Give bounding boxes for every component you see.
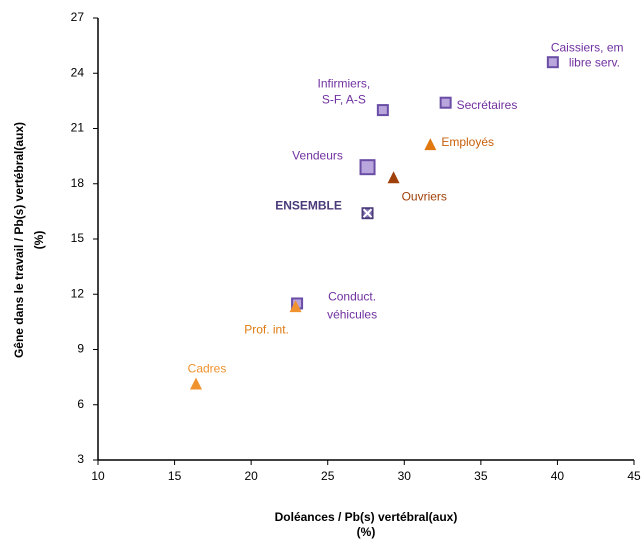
x-tick-label: 35 [474, 469, 488, 483]
point-label: Prof. int. [244, 322, 289, 336]
x-tick-label: 20 [244, 469, 258, 483]
marker [376, 104, 389, 117]
x-tick-label: 45 [627, 469, 641, 483]
y-tick-label: 3 [77, 452, 84, 466]
marker [190, 377, 203, 390]
marker-cross [362, 208, 373, 218]
point-label: Ouvriers [402, 189, 447, 203]
x-axis-title: (%) [357, 525, 376, 539]
y-tick-label: 15 [71, 231, 85, 245]
point-label: Infirmiers, [318, 76, 371, 90]
y-tick-label: 27 [71, 10, 85, 24]
point-label: véhicules [327, 308, 377, 322]
point-label: ENSEMBLE [275, 198, 342, 212]
point-label: Cadres [188, 362, 227, 376]
point-label: Employés [441, 135, 494, 149]
point-label: libre serv. [569, 55, 620, 69]
y-tick-label: 21 [71, 121, 85, 135]
point-label: Vendeurs [292, 148, 343, 162]
point-label: Caissiers, em [551, 40, 624, 54]
x-tick-label: 40 [551, 469, 565, 483]
y-tick-label: 24 [71, 65, 85, 79]
marker [387, 171, 400, 184]
y-axis-title: (%) [32, 231, 46, 250]
point-label: Secrétaires [457, 98, 518, 112]
x-axis-title: Doléances / Pb(s) vertébral(aux) [275, 510, 458, 524]
marker [439, 96, 452, 109]
y-tick-label: 9 [77, 342, 84, 356]
marker [289, 300, 302, 313]
point-label: S-F, A-S [322, 92, 366, 106]
x-tick-label: 25 [321, 469, 335, 483]
marker [546, 56, 559, 69]
y-tick-label: 6 [77, 397, 84, 411]
marker [424, 138, 437, 151]
y-tick-label: 18 [71, 176, 85, 190]
y-axis-title: Gêne dans le travail / Pb(s) vertébral(a… [12, 122, 26, 358]
x-tick-label: 10 [91, 469, 105, 483]
point-label: Conduct. [328, 290, 376, 304]
y-tick-label: 12 [71, 286, 85, 300]
marker [359, 159, 376, 176]
x-tick-label: 15 [168, 469, 182, 483]
x-tick-label: 30 [398, 469, 412, 483]
